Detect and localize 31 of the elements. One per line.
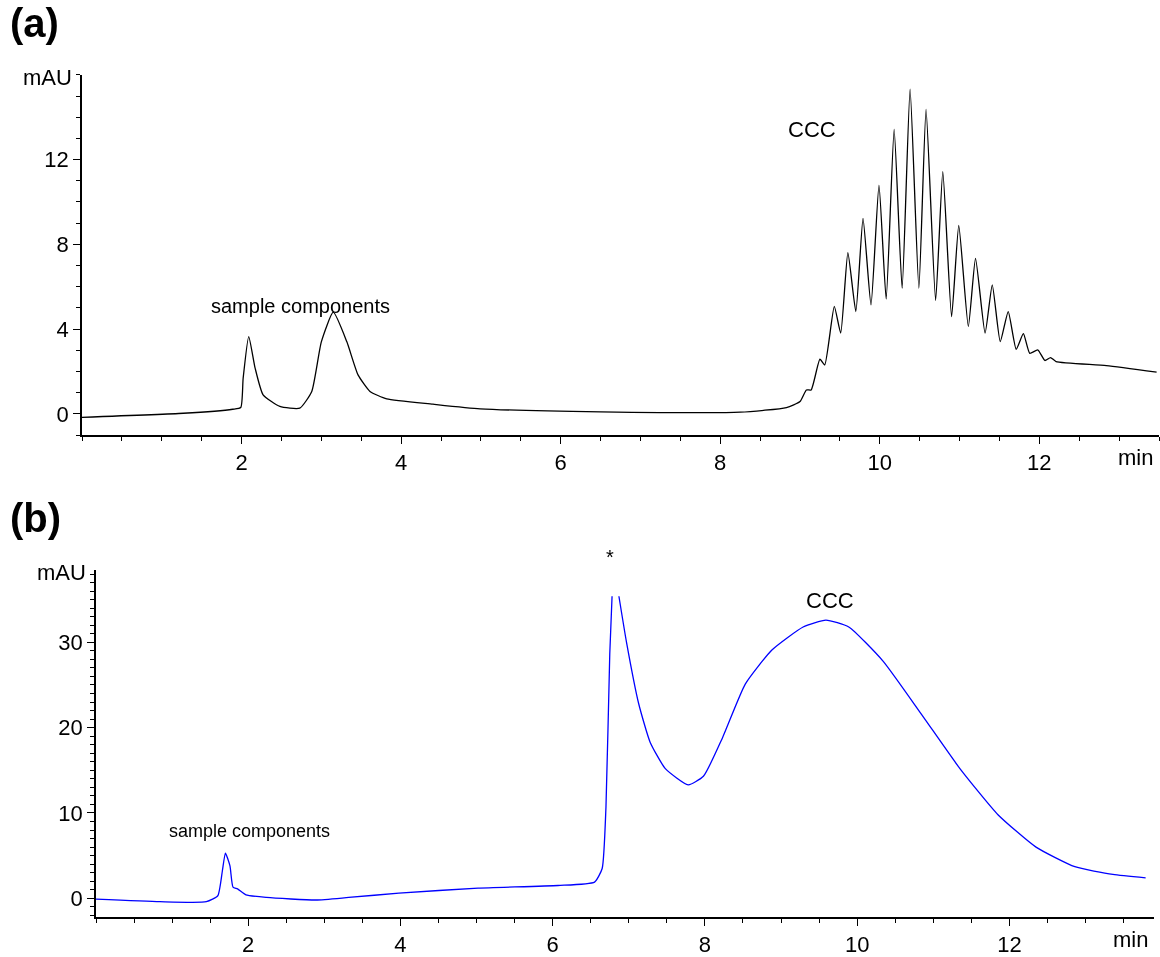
x-tick-label: 8 — [698, 932, 712, 957]
y-tick-label: 8 — [56, 232, 69, 258]
x-tick-label: 4 — [394, 450, 408, 476]
x-tick-label: 2 — [242, 932, 255, 957]
x-tick-label: 10 — [867, 450, 893, 476]
chart-title: (a) — [10, 1, 59, 45]
y-tick-label: 30 — [58, 630, 83, 656]
annotation: sample components — [211, 295, 390, 317]
annotation: CCC — [806, 588, 854, 613]
x-axis-title: min — [1118, 445, 1154, 470]
chart-title: (b) — [10, 496, 62, 540]
y-tick-label: 20 — [58, 715, 83, 741]
x-tick-label: 6 — [554, 450, 567, 476]
x-tick-label: 8 — [714, 450, 727, 476]
y-tick-label: 10 — [58, 800, 83, 826]
y-tick-label: 0 — [70, 886, 83, 912]
x-tick-label: 4 — [394, 932, 407, 957]
y-tick-label: 4 — [56, 316, 69, 342]
text: * — [606, 546, 614, 568]
y-tick-label: 12 — [44, 147, 69, 173]
annotation: sample components — [169, 821, 331, 841]
x-tick-label: 2 — [235, 450, 248, 476]
y-axis-title: mAU — [23, 65, 72, 90]
x-tick-label: 6 — [546, 932, 559, 957]
x-tick-label: 12 — [997, 932, 1022, 957]
y-tick-label: 0 — [56, 401, 69, 427]
y-axis-title: mAU — [37, 560, 86, 585]
x-axis-title: min — [1113, 927, 1149, 952]
x-tick-label: 12 — [1027, 450, 1052, 476]
annotation: CCC — [788, 117, 836, 142]
x-tick-label: 10 — [844, 932, 870, 957]
